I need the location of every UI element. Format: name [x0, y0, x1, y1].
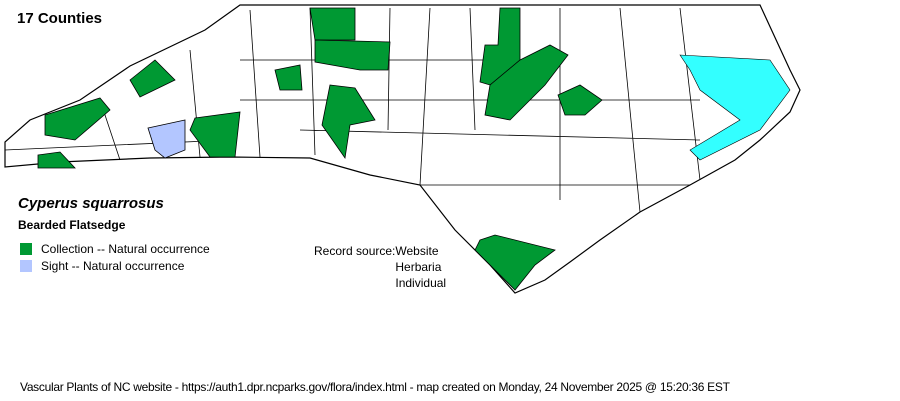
county-collected	[309, 7, 356, 41]
sound-water	[679, 54, 791, 161]
county-collected	[37, 151, 76, 169]
legend-item-sight: Sight -- Natural occurrence	[20, 259, 184, 273]
record-source-value: Herbaria	[395, 260, 442, 274]
legend-item-collection: Collection -- Natural occurrence	[20, 242, 210, 256]
footer-credit: Vascular Plants of NC website - https://…	[20, 380, 730, 394]
county-collected	[314, 39, 391, 71]
county-sight	[147, 119, 186, 159]
common-name: Bearded Flatsedge	[18, 218, 126, 232]
county-collected	[557, 84, 603, 116]
county-collected	[129, 59, 176, 98]
legend-label: Sight -- Natural occurrence	[41, 259, 185, 273]
state-outline	[4, 4, 801, 294]
legend-label: Collection -- Natural occurrence	[41, 242, 210, 256]
county-collected	[321, 84, 376, 160]
record-source-label: Record source:	[314, 244, 396, 258]
county-count: 17 Counties	[17, 10, 103, 27]
record-source-value: Website	[395, 244, 439, 258]
county-collected	[484, 44, 569, 121]
record-source-value: Individual	[395, 276, 447, 290]
county-lines	[4, 7, 701, 213]
county-collected	[274, 64, 303, 91]
scientific-name: Cyperus squarrosus	[18, 195, 164, 212]
county-collected	[474, 234, 556, 291]
county-collected	[44, 97, 111, 141]
record-source: Record source: Website Herbaria Individu…	[314, 243, 446, 291]
county-collected	[479, 7, 521, 86]
collection-swatch	[20, 243, 32, 255]
sight-swatch	[20, 260, 32, 272]
county-collected	[189, 111, 241, 158]
